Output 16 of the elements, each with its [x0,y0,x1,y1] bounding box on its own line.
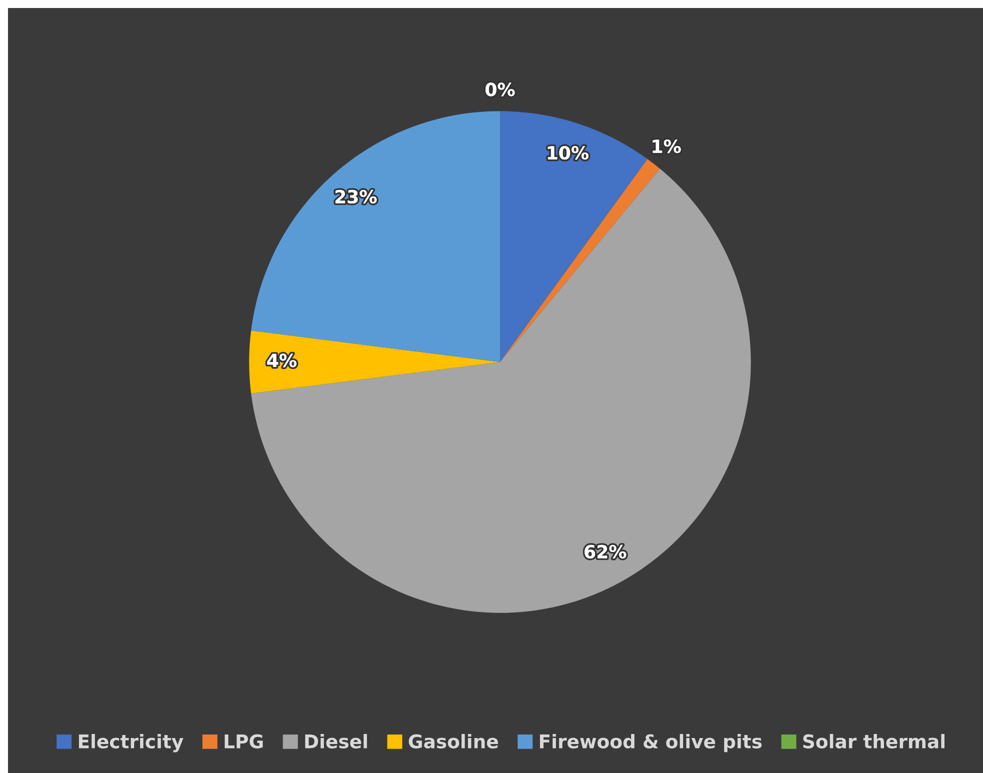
legend-label: Gasoline [408,734,498,748]
legend-label: LPG [224,734,263,748]
legend-label: Solar thermal [803,734,944,748]
legend-label: Diesel [305,734,367,748]
pie-slice [251,168,751,613]
data-label: 10% [548,146,588,160]
data-label: 1% [652,139,681,154]
pie-slice [500,111,648,362]
data-label: 23% [335,190,377,204]
text: 0% [486,82,515,96]
pie-slice [249,330,500,394]
legend-label: Electricity [78,734,184,752]
legend-label: Firewood & olive pits [540,734,762,752]
data-label: 62% [584,544,626,559]
data-label: 4% [267,354,296,368]
pie-slice [500,159,660,362]
